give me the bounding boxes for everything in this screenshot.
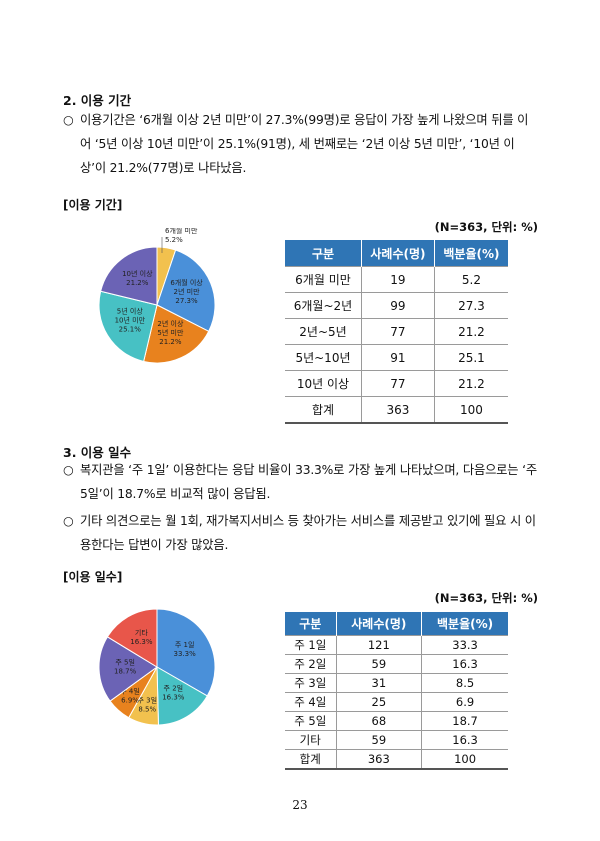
table-cell: 주 5일 [285,711,337,731]
pie-slice [100,246,158,306]
table-cell: 6개월~2년 [285,292,362,319]
usage-days-table: 구분 사례수(명) 백분율(%) 주 1일 121 33.3 주 2일 59 16.3 주 3일 3… [285,612,508,770]
slice-label: 5년 이상 10년 미만 25.1% [115,307,146,334]
table-cell: 363 [360,396,435,424]
slice-label: 주 5일 18.7% [114,657,137,675]
table-cell: 주 1일 [285,635,337,655]
table-row: 2년~5년 77 21.2 [285,318,508,345]
section-heading: 3. 이용 일수 [63,445,132,460]
table-cell: 6.9 [421,692,508,712]
table-cell: 합계 [285,749,337,770]
table-row: 10년 이상 77 21.2 [285,370,508,397]
table-row: 6개월~2년 99 27.3 [285,292,508,319]
slice-label: 주 4일 6.9% [120,686,140,704]
table-cell: 5.2 [433,266,508,293]
slice-label: 6개월 이상 2년 미만 27.3% [170,278,203,305]
table-cell: 기타 [285,730,337,750]
table-cell: 21.2 [433,370,508,397]
table-row: 5년~10년 91 25.1 [285,344,508,371]
pie-slice [143,304,210,364]
table-cell: 25 [335,692,422,712]
bullet-icon: ○ [63,113,74,127]
table-cell: 16.3 [421,730,508,750]
table-cell: 21.2 [433,318,508,345]
table-row: 주 5일 68 18.7 [285,711,508,731]
table-cell: 99 [360,292,435,319]
table-cell: 59 [335,654,422,674]
table-cell: 6개월 미만 [285,266,362,293]
unit-note: (N=363, 단위: %) [434,591,538,605]
section-heading: 2. 이용 기간 [63,93,132,108]
table-cell: 31 [335,673,422,693]
paragraph-text: 이용기간은 ‘6개월 이상 2년 미만’이 27.3%(99명)로 응답이 가장… [80,113,529,175]
table-cell: 100 [433,396,508,424]
bullet-icon: ○ [63,463,74,477]
bullet-icon: ○ [63,514,74,528]
table-cell: 100 [421,749,508,770]
usage-period-table: 구분 사례수(명) 백분율(%) 6개월 미만 19 5.2 6개월~2년 99 27.3 2년~… [285,240,508,424]
table-cell: 91 [360,344,435,371]
pie-slice [98,290,158,363]
table-row: 기타 59 16.3 [285,730,508,750]
pie-slice [156,666,208,726]
table-row: 합계 363 100 [285,749,508,770]
paragraph-text: 기타 의견으로는 월 1회, 재가복지서비스 등 찾아가는 서비스를 제공받고 … [80,514,536,552]
table-row: 합계 363 100 [285,396,508,424]
paragraph-text: 복지관을 ‘주 1일’ 이용한다는 응답 비율이 33.3%로 가장 높게 나타… [80,463,537,501]
slice-label: 주 2일 16.3% [162,683,185,701]
page-number: 23 [292,798,308,812]
pie-slice [156,608,216,697]
paragraph: ○ 이용기간은 ‘6개월 이상 2년 미만’이 27.3%(99명)로 응답이 … [63,108,539,180]
table-row: 주 1일 121 33.3 [285,635,508,655]
table-cell: 18.7 [421,711,508,731]
table-title: [이용 기간] [63,198,123,212]
table-cell: 주 4일 [285,692,337,712]
pie-chart-usage-days: 주 1일 33.3% 주 2일 16.3% 주 3일 8.5%주 4일 6.9% 주 5일 18… [98,608,216,726]
pie-slice [98,636,158,702]
table-cell: 27.3 [433,292,508,319]
table-cell: 33.3 [421,635,508,655]
slice-label: 기타 16.3% [130,628,153,646]
slice-label: 10년 이상 21.2% [122,269,153,287]
table-header-row: 구분 사례수(명) 백분율(%) [285,240,508,267]
table-row: 6개월 미만 19 5.2 [285,266,508,293]
table-row: 주 4일 25 6.9 [285,692,508,712]
column-header: 백분율(%) [433,240,508,267]
column-header: 구분 [285,612,337,636]
table-cell: 주 3일 [285,673,337,693]
pie-chart-usage-period: 6개월 미만 5.2% 6개월 이상 2년 미만 27.3% 2년 이상 5년 미만 21.2… [98,228,216,364]
column-header: 사례수(명) [335,612,422,636]
slice-label: 2년 이상 5년 미만 21.2% [157,319,184,346]
slice-label: 6개월 미만 5.2% [165,228,198,244]
slice-label: 주 3일 8.5% [137,695,157,713]
pie-slice [106,608,158,668]
table-row: 주 2일 59 16.3 [285,654,508,674]
table-title: [이용 일수] [63,570,123,584]
column-header: 백분율(%) [421,612,508,636]
paragraph: ○ 복지관을 ‘주 1일’ 이용한다는 응답 비율이 33.3%로 가장 높게 나… [63,458,539,557]
pie-slice [156,249,216,333]
table-cell: 주 2일 [285,654,337,674]
table-cell: 121 [335,635,422,655]
table-cell: 25.1 [433,344,508,371]
table-cell: 77 [360,370,435,397]
table-row: 주 3일 31 8.5 [285,673,508,693]
table-cell: 16.3 [421,654,508,674]
table-header-row: 구분 사례수(명) 백분율(%) [285,612,508,636]
column-header: 사례수(명) [360,240,435,267]
column-header: 구분 [285,240,362,267]
table-cell: 2년~5년 [285,318,362,345]
unit-note: (N=363, 단위: %) [434,220,538,234]
table-cell: 10년 이상 [285,370,362,397]
table-cell: 19 [360,266,435,293]
table-cell: 5년~10년 [285,344,362,371]
table-cell: 77 [360,318,435,345]
slice-label: 주 1일 33.3% [173,640,196,658]
table-cell: 59 [335,730,422,750]
table-cell: 합계 [285,396,362,424]
table-cell: 363 [335,749,422,770]
table-cell: 8.5 [421,673,508,693]
table-cell: 68 [335,711,422,731]
